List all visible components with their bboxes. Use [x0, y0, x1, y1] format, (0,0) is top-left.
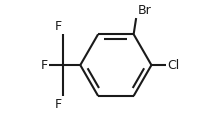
- Text: F: F: [41, 59, 48, 72]
- Text: Cl: Cl: [168, 59, 180, 72]
- Text: F: F: [54, 20, 61, 33]
- Text: Br: Br: [137, 4, 151, 17]
- Text: F: F: [54, 98, 61, 110]
